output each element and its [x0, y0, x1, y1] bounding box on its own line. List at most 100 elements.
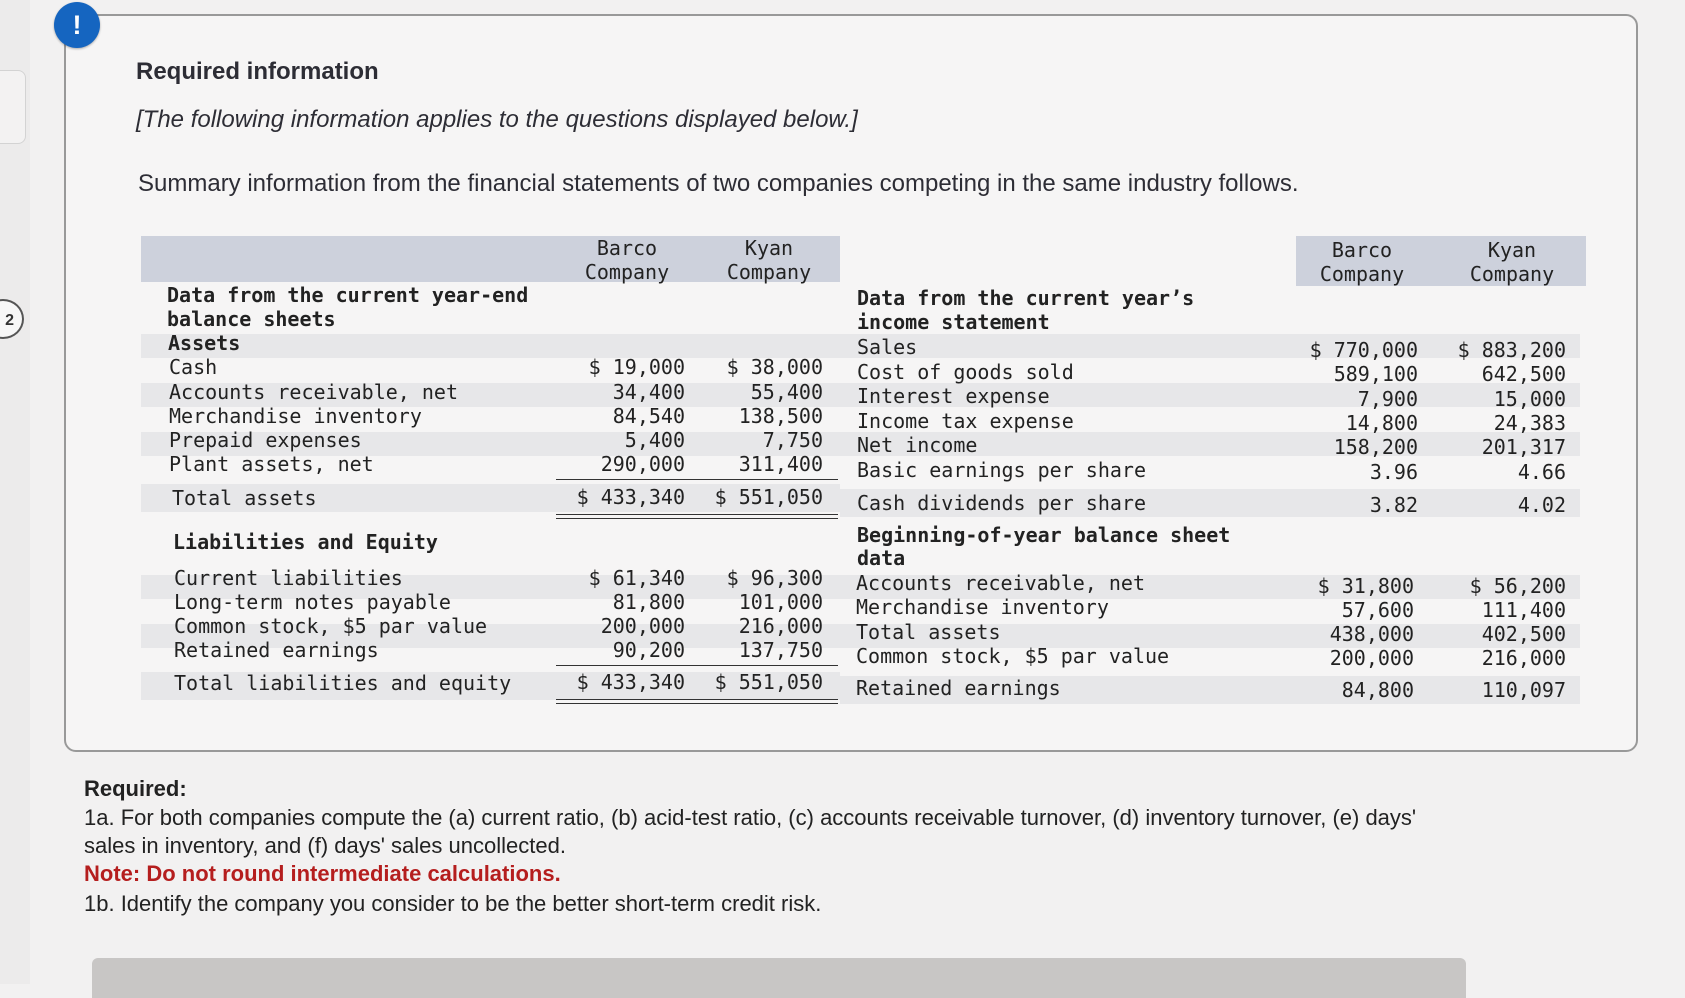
- table-stripe: [840, 575, 1580, 599]
- section-title: Data from the current year-end: [167, 283, 529, 307]
- kyan-value: 137,750: [738, 638, 823, 662]
- row-label: Cash: [169, 355, 218, 379]
- barco-total: $ 433,340: [576, 485, 685, 509]
- barco-value: 438,000: [1329, 622, 1414, 646]
- barco-total: $ 433,340: [576, 670, 685, 694]
- kyan-value: 4.02: [1517, 493, 1566, 517]
- barco-value: 90,200: [612, 638, 685, 662]
- table-stripe: [141, 334, 840, 358]
- barco-value: 158,200: [1333, 435, 1418, 459]
- answer-tab-bar[interactable]: [92, 958, 1466, 998]
- row-label: Accounts receivable, net: [169, 380, 458, 404]
- barco-value: 34,400: [612, 380, 685, 404]
- kyan-value: 24,383: [1493, 411, 1566, 435]
- section-title: Data from the current year’s: [857, 286, 1195, 310]
- col-header-barco: Barco: [1331, 238, 1393, 262]
- row-label: Cost of goods sold: [857, 360, 1074, 384]
- kyan-value: 216,000: [1481, 646, 1566, 670]
- kyan-value: 402,500: [1481, 622, 1566, 646]
- barco-value: 3.96: [1369, 460, 1418, 484]
- row-label: Merchandise inventory: [856, 595, 1109, 619]
- row-label: Retained earnings: [174, 638, 379, 662]
- kyan-value: $ 38,000: [726, 355, 823, 379]
- row-label: Interest expense: [857, 384, 1050, 408]
- kyan-value: 4.66: [1517, 460, 1566, 484]
- kyan-value: 55,400: [750, 380, 823, 404]
- subtotal-rule: [556, 479, 838, 480]
- table-stripe: [141, 383, 840, 407]
- subtotal-rule: [556, 665, 838, 666]
- row-label: Cash dividends per share: [857, 491, 1146, 515]
- assets-label: Assets: [168, 331, 241, 355]
- kyan-value: 311,400: [738, 452, 823, 476]
- total-liabilities-label: Total liabilities and equity: [174, 671, 512, 695]
- row-label: Plant assets, net: [169, 452, 374, 476]
- table-stripe: [141, 672, 840, 700]
- kyan-value: $ 56,200: [1469, 574, 1566, 598]
- note-text: Note: Do not round intermediate calculat…: [84, 861, 561, 886]
- section-title: balance sheets: [167, 307, 336, 331]
- total-rule: [556, 518, 838, 519]
- barco-value: 84,540: [612, 404, 685, 428]
- table-stripe: [141, 624, 840, 648]
- col-header-kyan: Company: [1469, 262, 1555, 286]
- row-label: Retained earnings: [856, 676, 1061, 700]
- kyan-value: 15,000: [1493, 387, 1566, 411]
- barco-value: 5,400: [624, 428, 685, 452]
- side-tab[interactable]: [0, 70, 26, 144]
- row-label: Net income: [857, 433, 978, 457]
- row-label: Basic earnings per share: [857, 458, 1146, 482]
- kyan-value: 216,000: [738, 614, 823, 638]
- barco-value: 200,000: [1329, 646, 1414, 670]
- barco-value: 84,800: [1341, 678, 1414, 702]
- section-title: Beginning-of-year balance sheet: [857, 523, 1231, 547]
- col-header-barco: Barco: [596, 236, 658, 260]
- row-label: Merchandise inventory: [169, 404, 422, 428]
- barco-value: 589,100: [1333, 362, 1418, 386]
- row-label: Income tax expense: [857, 409, 1074, 433]
- section-title: data: [857, 546, 906, 570]
- subtitle: [The following information applies to th…: [136, 106, 858, 133]
- barco-value: 7,900: [1357, 387, 1418, 411]
- table-stripe: [141, 575, 840, 599]
- barco-value: 290,000: [600, 452, 685, 476]
- required-1a-continued: sales in inventory, and (f) days' sales …: [84, 833, 566, 858]
- row-label: Accounts receivable, net: [856, 571, 1145, 595]
- required-1b: 1b. Identify the company you consider to…: [84, 891, 822, 916]
- total-rule: [556, 703, 838, 704]
- total-rule: [556, 514, 838, 515]
- row-label: Total assets: [856, 620, 1001, 644]
- required-1a: 1a. For both companies compute the (a) c…: [84, 805, 1417, 830]
- row-label: Common stock, $5 par value: [856, 644, 1170, 668]
- barco-value: $ 770,000: [1309, 338, 1418, 362]
- table-stripe: [840, 624, 1580, 648]
- row-label: Long-term notes payable: [174, 590, 451, 614]
- table-stripe: [141, 484, 840, 512]
- barco-value: 3.82: [1369, 493, 1418, 517]
- table-stripe: [840, 432, 1580, 456]
- kyan-value: 138,500: [738, 404, 823, 428]
- table-stripe: [840, 383, 1580, 407]
- right-table-header-band: [1296, 236, 1586, 286]
- barco-value: 14,800: [1345, 411, 1418, 435]
- col-header-barco: Company: [584, 260, 670, 284]
- kyan-value: 201,317: [1481, 435, 1566, 459]
- row-label: Sales: [857, 335, 918, 359]
- table-stripe: [840, 334, 1580, 358]
- barco-value: 200,000: [600, 614, 685, 638]
- kyan-value: $ 96,300: [726, 566, 823, 590]
- table-stripe: [840, 676, 1580, 704]
- col-header-kyan: Company: [726, 260, 812, 284]
- left-edge-panel: [0, 0, 30, 984]
- liabilities-label: Liabilities and Equity: [173, 530, 438, 554]
- barco-value: $ 61,340: [588, 566, 685, 590]
- row-label: Common stock, $5 par value: [174, 614, 488, 638]
- row-label: Current liabilities: [174, 566, 403, 590]
- barco-value: 57,600: [1341, 598, 1414, 622]
- kyan-value: 111,400: [1481, 598, 1566, 622]
- left-table-header-band: [141, 236, 840, 282]
- section-title: income statement: [857, 310, 1050, 334]
- table-stripe: [141, 432, 840, 456]
- kyan-total: $ 551,050: [714, 670, 823, 694]
- required-heading: Required:: [84, 776, 187, 801]
